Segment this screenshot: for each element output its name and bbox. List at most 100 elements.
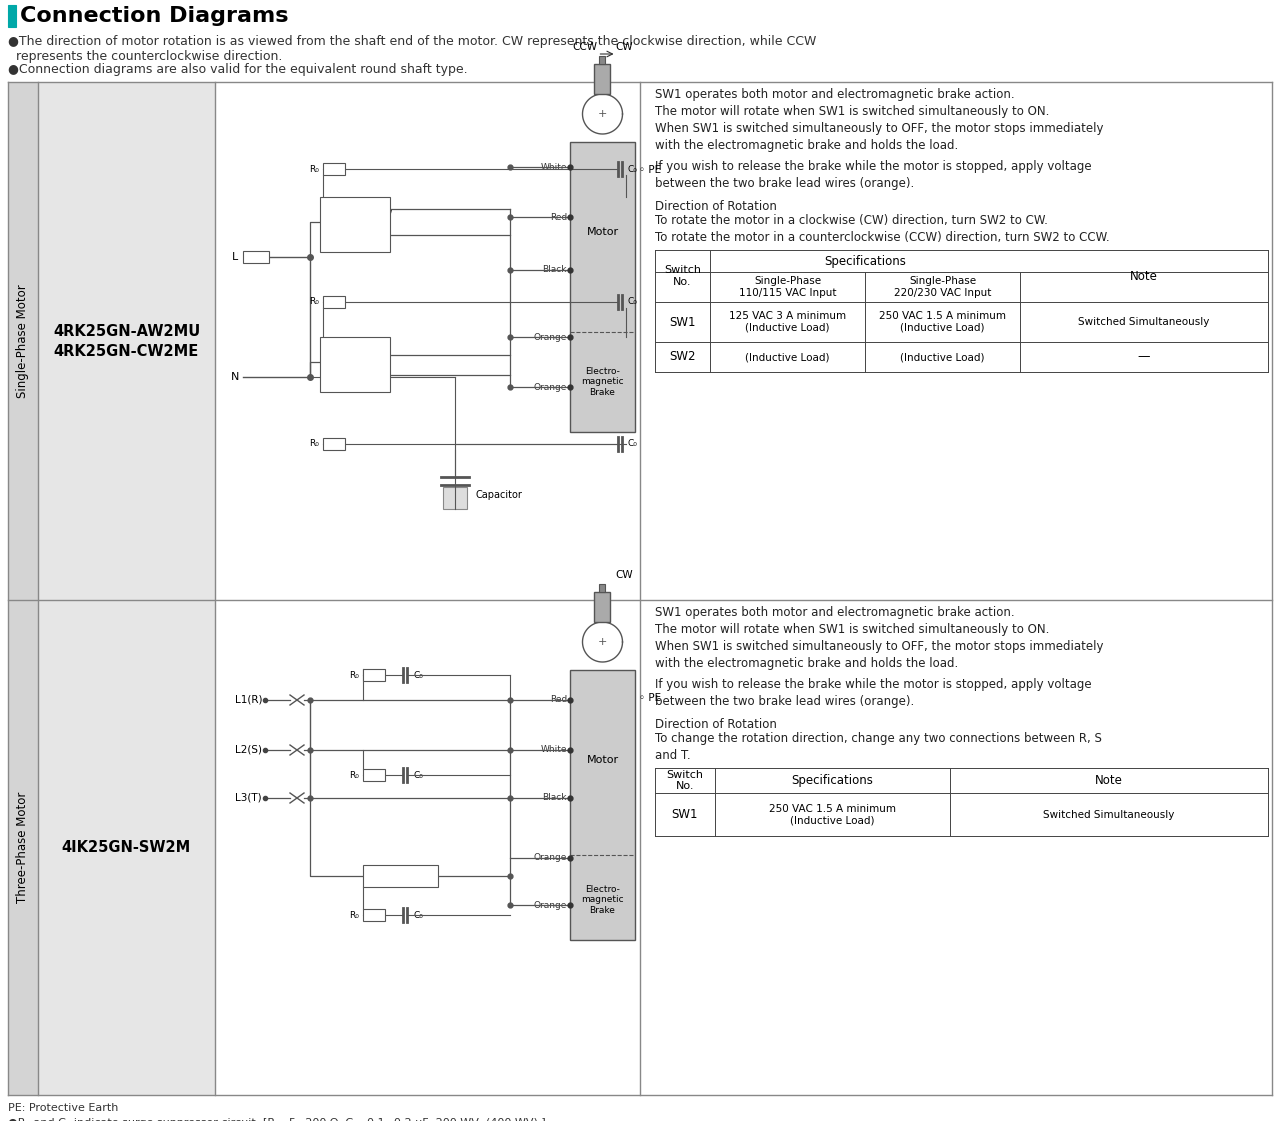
Text: If you wish to release the brake while the motor is stopped, apply voltage
betwe: If you wish to release the brake while t… <box>655 678 1092 708</box>
Text: L2(S): L2(S) <box>236 745 262 756</box>
Bar <box>570 670 635 941</box>
Bar <box>364 865 438 887</box>
Bar <box>599 56 605 64</box>
Bar <box>594 592 611 622</box>
Text: +: + <box>598 109 607 119</box>
Text: 4RK25GN-CW2ME: 4RK25GN-CW2ME <box>54 343 200 359</box>
Text: Three-Phase Motor: Three-Phase Motor <box>17 791 29 904</box>
Text: C₀: C₀ <box>628 297 637 306</box>
Text: Red: Red <box>549 213 567 222</box>
Text: SW1: SW1 <box>672 808 699 821</box>
Text: Capacitor: Capacitor <box>475 490 522 500</box>
Text: R₀: R₀ <box>349 770 358 779</box>
Text: L: L <box>232 252 238 262</box>
Bar <box>38 82 215 1095</box>
Bar <box>8 4 15 27</box>
Bar <box>364 769 385 781</box>
Text: (Inductive Load): (Inductive Load) <box>900 352 984 362</box>
Text: To change the rotation direction, change any two connections between R, S
and T.: To change the rotation direction, change… <box>655 732 1102 762</box>
Bar <box>364 909 385 921</box>
Text: SW1: SW1 <box>669 315 696 328</box>
Text: ON: ON <box>370 368 385 378</box>
Text: C₀: C₀ <box>628 165 637 174</box>
Text: Specifications: Specifications <box>824 254 906 268</box>
Text: If you wish to release the brake while the motor is stopped, apply voltage
betwe: If you wish to release the brake while t… <box>655 160 1092 189</box>
Text: 4RK25GN-AW2MU: 4RK25GN-AW2MU <box>52 324 200 339</box>
Bar <box>323 438 346 450</box>
Text: R₀: R₀ <box>310 439 319 448</box>
Text: Motor: Motor <box>586 756 618 765</box>
Text: SW1 operates both motor and electromagnetic brake action.
The motor will rotate : SW1 operates both motor and electromagne… <box>655 606 1103 670</box>
Bar <box>8 82 38 1095</box>
Text: Motor: Motor <box>586 226 618 237</box>
Text: (Inductive Load): (Inductive Load) <box>745 352 829 362</box>
Bar <box>320 197 390 252</box>
Text: ON: ON <box>370 350 385 360</box>
Text: C₀: C₀ <box>413 770 422 779</box>
Text: Orange: Orange <box>534 333 567 342</box>
Text: represents the counterclockwise direction.: represents the counterclockwise directio… <box>8 50 283 63</box>
Text: SW2: SW2 <box>326 207 349 217</box>
Text: To rotate the motor in a clockwise (CW) direction, turn SW2 to CW.
To rotate the: To rotate the motor in a clockwise (CW) … <box>655 214 1110 244</box>
Text: Switched Simultaneously: Switched Simultaneously <box>1078 317 1210 327</box>
Text: L3(T): L3(T) <box>236 793 261 803</box>
Text: ◦ PE: ◦ PE <box>639 693 662 703</box>
Text: White: White <box>540 163 567 172</box>
Bar <box>599 584 605 592</box>
Bar <box>320 337 390 392</box>
Text: Single-Phase
110/115 VAC Input: Single-Phase 110/115 VAC Input <box>739 276 836 298</box>
Bar <box>323 163 346 175</box>
Text: CW: CW <box>616 569 634 580</box>
Bar <box>594 64 611 94</box>
Text: Orange: Orange <box>534 900 567 909</box>
Bar <box>323 296 346 308</box>
Text: C₀: C₀ <box>413 910 422 919</box>
Bar <box>243 251 269 263</box>
Text: ●R₀ and C₀ indicate surge suppressor circuit. [R₀=5~200 Ω, C₀=0.1~0.2 μF, 200 WV: ●R₀ and C₀ indicate surge suppressor cir… <box>8 1118 545 1121</box>
Text: SW1: SW1 <box>379 871 403 881</box>
Text: Direction of Rotation: Direction of Rotation <box>655 717 777 731</box>
Bar <box>443 487 467 509</box>
Text: ●The direction of motor rotation is as viewed from the shaft end of the motor. C: ●The direction of motor rotation is as v… <box>8 35 817 48</box>
Text: Black: Black <box>543 794 567 803</box>
Text: Note: Note <box>1096 773 1123 787</box>
Text: Single-Phase
220/230 VAC Input: Single-Phase 220/230 VAC Input <box>893 276 991 298</box>
Text: 125 VAC 3 A minimum
(Inductive Load): 125 VAC 3 A minimum (Inductive Load) <box>728 312 846 333</box>
Text: CW: CW <box>616 41 634 52</box>
Text: SW1: SW1 <box>326 348 349 356</box>
Text: R₀: R₀ <box>310 165 319 174</box>
Text: Red: Red <box>549 695 567 704</box>
Text: N: N <box>230 372 239 382</box>
Text: +: + <box>598 637 607 647</box>
Text: —: — <box>1138 351 1151 363</box>
Text: PE: Protective Earth: PE: Protective Earth <box>8 1103 118 1113</box>
Text: Black: Black <box>543 266 567 275</box>
Text: CW: CW <box>370 228 387 238</box>
Text: C₀: C₀ <box>413 670 422 679</box>
Text: R₀: R₀ <box>349 910 358 919</box>
Text: 250 VAC 1.5 A minimum
(Inductive Load): 250 VAC 1.5 A minimum (Inductive Load) <box>879 312 1006 333</box>
Text: 250 VAC 1.5 A minimum
(Inductive Load): 250 VAC 1.5 A minimum (Inductive Load) <box>769 804 896 825</box>
Text: SW1 operates both motor and electromagnetic brake action.
The motor will rotate : SW1 operates both motor and electromagne… <box>655 89 1103 152</box>
Text: 4IK25GN-SW2M: 4IK25GN-SW2M <box>61 840 191 855</box>
Text: Specifications: Specifications <box>791 773 873 787</box>
Text: C₀: C₀ <box>628 439 637 448</box>
Text: L1(R): L1(R) <box>236 695 262 705</box>
Text: R₀: R₀ <box>310 297 319 306</box>
Text: ●Connection diagrams are also valid for the equivalent round shaft type.: ●Connection diagrams are also valid for … <box>8 63 467 76</box>
Text: ◦ PE: ◦ PE <box>639 165 662 175</box>
Text: Electro-
magnetic
Brake: Electro- magnetic Brake <box>581 367 623 397</box>
Bar <box>364 669 385 680</box>
Text: Direction of Rotation: Direction of Rotation <box>655 200 777 213</box>
Text: SW2: SW2 <box>669 351 696 363</box>
Text: Switched Simultaneously: Switched Simultaneously <box>1043 809 1175 819</box>
Text: Switch
No.: Switch No. <box>667 770 704 791</box>
Text: Note: Note <box>1130 269 1158 282</box>
Text: R₀: R₀ <box>349 670 358 679</box>
Text: Electro-
magnetic
Brake: Electro- magnetic Brake <box>581 886 623 915</box>
Text: Single-Phase Motor: Single-Phase Motor <box>17 284 29 398</box>
Text: CCW: CCW <box>572 41 596 52</box>
Text: Switch
No.: Switch No. <box>664 266 701 287</box>
Text: White: White <box>540 745 567 754</box>
Bar <box>570 142 635 432</box>
